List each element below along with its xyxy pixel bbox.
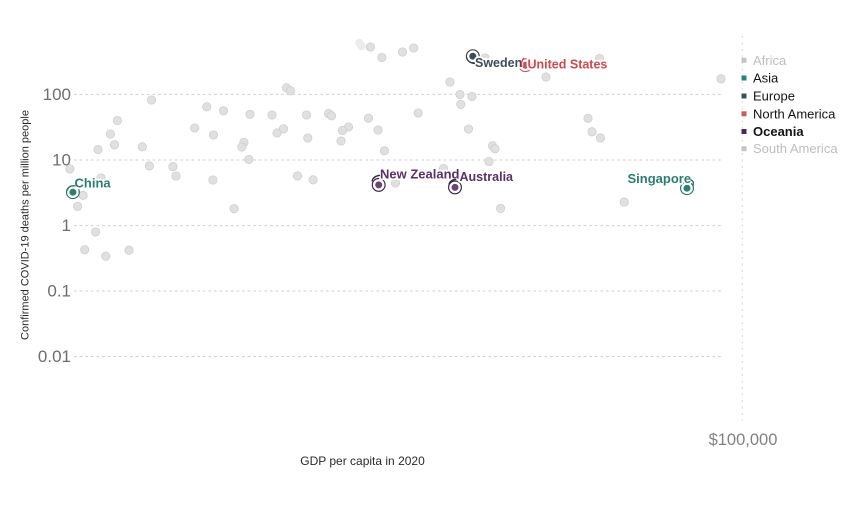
svg-text:0.1: 0.1 — [47, 282, 71, 301]
svg-text:Singapore: Singapore — [628, 171, 692, 186]
svg-text:South America: South America — [753, 141, 838, 156]
svg-text:100: 100 — [43, 85, 71, 104]
svg-text:$100,000: $100,000 — [709, 431, 778, 449]
svg-text:Asia: Asia — [753, 71, 779, 86]
svg-text:Africa: Africa — [753, 53, 787, 68]
svg-text:GDP per capita in 2020: GDP per capita in 2020 — [300, 454, 425, 468]
svg-text:Europe: Europe — [753, 89, 795, 104]
svg-text:United States: United States — [528, 58, 608, 72]
svg-text:Confirmed COVID-19 deaths per: Confirmed COVID-19 deaths per million pe… — [20, 110, 32, 340]
svg-text:Sweden: Sweden — [475, 56, 522, 70]
svg-text:North America: North America — [753, 106, 836, 121]
svg-text:0.01: 0.01 — [38, 347, 71, 366]
svg-text:Australia: Australia — [460, 170, 515, 184]
svg-text:New Zealand: New Zealand — [380, 167, 460, 182]
svg-text:1: 1 — [62, 216, 71, 235]
svg-text:Oceania: Oceania — [753, 124, 804, 139]
svg-text:10: 10 — [52, 151, 71, 170]
svg-text:China: China — [75, 176, 112, 191]
